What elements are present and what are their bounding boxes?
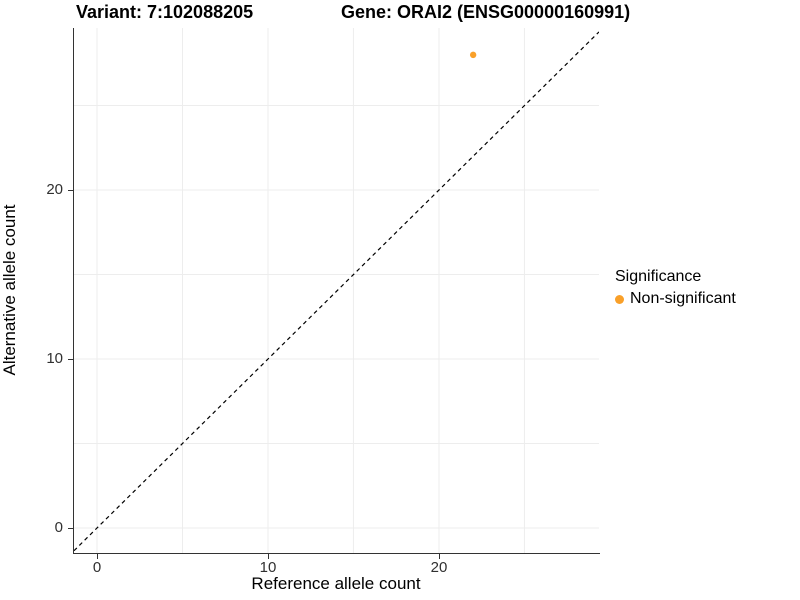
legend-point-icon: [615, 294, 624, 304]
y-tick-10: [68, 358, 73, 360]
y-tick-label: 0: [54, 519, 63, 536]
plot-area-svg: [74, 28, 599, 553]
y-tick-20: [68, 189, 73, 191]
x-tick-20: [438, 554, 440, 559]
legend-title: Significance: [615, 268, 702, 285]
x-tick-label: 10: [259, 559, 277, 576]
x-tick-0: [96, 554, 98, 559]
x-tick-label: 0: [92, 559, 102, 576]
x-tick-10: [267, 554, 269, 559]
y-axis-title: Alternative allele count: [0, 204, 19, 376]
x-axis-line: [72, 552, 600, 554]
data-point: [469, 51, 477, 59]
x-tick-label: 20: [430, 559, 448, 576]
x-axis-title: Reference allele count: [251, 574, 421, 593]
y-tick-label: 20: [46, 181, 63, 198]
y-tick-label: 10: [46, 350, 63, 367]
plot-title-gene: Gene: ORAI2 (ENSG00000160991): [341, 2, 631, 22]
plot-title-variant: Variant: 7:102088205: [76, 2, 254, 22]
legend-item-label: Non-significant: [630, 290, 736, 307]
y-tick-0: [68, 527, 73, 529]
identity-reference-line: [74, 31, 599, 552]
plot-panel: [74, 28, 599, 553]
y-axis-line: [72, 28, 74, 554]
legend-item-non-significant: Non-significant: [615, 290, 790, 308]
legend: Significance Non-significant: [615, 268, 790, 308]
